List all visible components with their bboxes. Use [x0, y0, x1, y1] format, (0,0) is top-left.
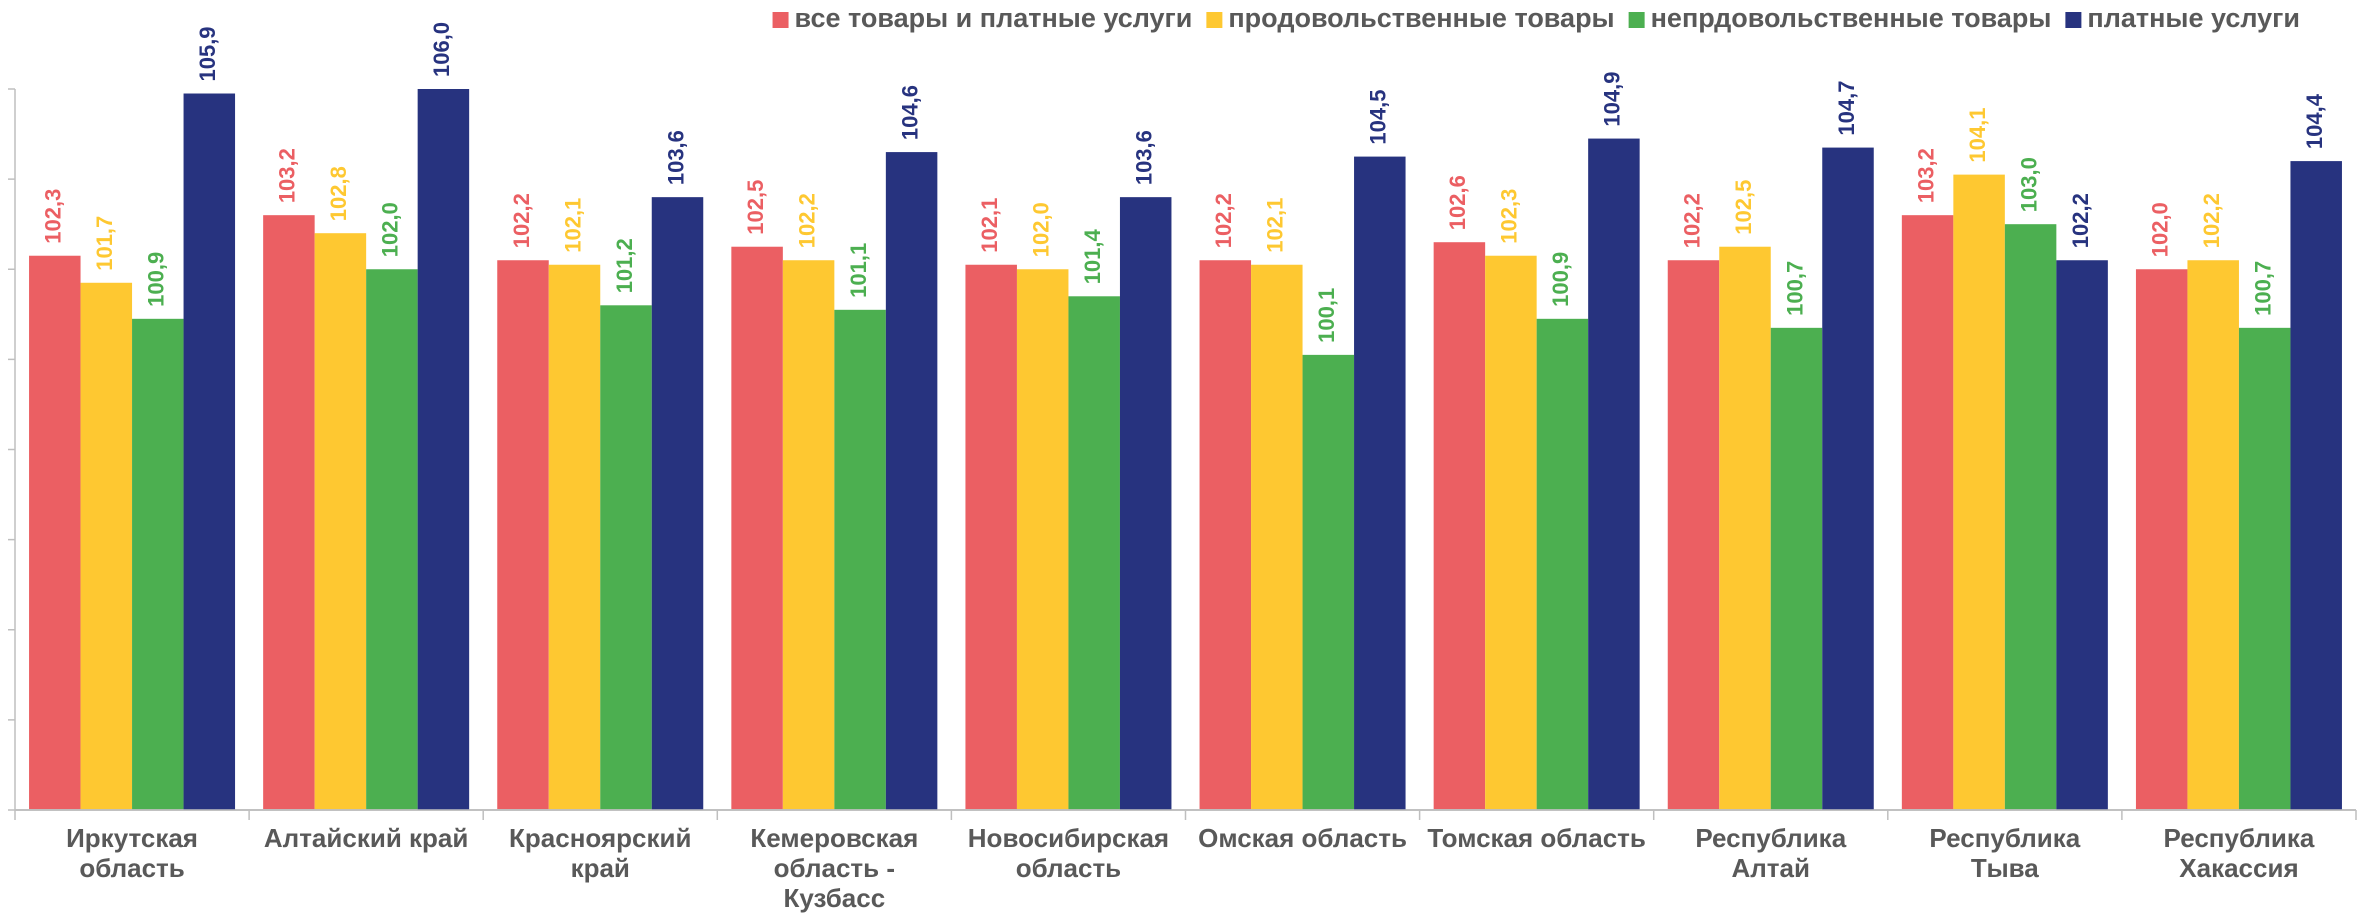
data-label: 100,9: [1548, 252, 1573, 307]
data-label: 102,2: [509, 193, 534, 248]
x-tick-label: Иркутская область: [66, 823, 198, 883]
x-tick-label: Кемеровская область -Кузбасс: [750, 823, 918, 913]
data-label: 100,9: [144, 252, 169, 307]
bar: [1485, 255, 1537, 810]
bar: [1588, 138, 1640, 811]
bar: [1433, 242, 1486, 810]
legend-swatch: [1206, 12, 1223, 28]
data-label: 102,5: [1731, 180, 1756, 235]
x-tick-label: Томская область: [1427, 823, 1645, 853]
bar: [651, 197, 704, 810]
bar: [1354, 156, 1406, 810]
data-label: 102,2: [2199, 193, 2224, 248]
data-label: 102,2: [2068, 193, 2093, 248]
x-tick-label: Алтайский край: [264, 823, 468, 853]
bar: [1251, 264, 1303, 810]
data-label: 102,0: [378, 202, 403, 257]
data-label: 100,7: [1782, 261, 1807, 316]
data-label: 104,7: [1834, 81, 1859, 136]
data-label: 101,2: [612, 238, 637, 293]
data-label: 100,7: [2251, 261, 2276, 316]
bar: [2004, 224, 2057, 810]
bar: [2187, 260, 2239, 810]
x-tick-label: Республика Тыва: [1929, 823, 2080, 883]
data-label: 102,5: [743, 180, 768, 235]
bar: [2135, 269, 2188, 810]
x-tick-label: Республика Алтай: [1695, 823, 1846, 883]
legend-label: платные услуги: [2087, 3, 2300, 33]
x-tick-label: Омская область: [1198, 823, 1407, 853]
bar: [2238, 327, 2291, 810]
bar: [183, 93, 236, 811]
data-label: 102,1: [560, 198, 585, 253]
data-label: 104,4: [2302, 93, 2327, 149]
bar: [1302, 354, 1355, 810]
bar: [1016, 269, 1069, 810]
data-label: 102,0: [2148, 202, 2173, 257]
legend-label: все товары и платные услуги: [795, 3, 1193, 33]
data-label: 102,3: [41, 189, 66, 244]
bar: [731, 246, 783, 810]
data-label: 104,1: [1965, 108, 1990, 163]
bar: [1822, 147, 1874, 811]
bar: [2056, 260, 2108, 810]
legend-swatch: [1628, 12, 1645, 28]
bar: [417, 89, 470, 810]
bar: [600, 305, 652, 810]
bar: [1119, 197, 1172, 810]
bar: [1901, 215, 1954, 811]
bar: [1068, 296, 1120, 811]
bar: [1199, 260, 1252, 810]
data-label: 102,0: [1029, 202, 1054, 257]
data-label: 104,6: [897, 85, 922, 140]
data-label: 103,6: [1132, 130, 1157, 185]
data-label: 102,2: [1211, 193, 1236, 248]
bar: [366, 269, 418, 810]
data-label: 103,6: [663, 130, 688, 185]
data-label: 100,1: [1314, 288, 1339, 343]
bar: [29, 255, 81, 810]
bar: [1953, 174, 2005, 810]
data-label: 102,6: [1445, 175, 1470, 230]
data-label: 106,0: [429, 22, 454, 77]
bar: [834, 309, 886, 810]
data-label: 103,2: [275, 148, 300, 203]
data-label: 102,2: [1679, 193, 1704, 248]
bar: [263, 215, 315, 811]
data-label: 104,9: [1600, 72, 1625, 127]
bar: [1667, 260, 1720, 810]
data-label: 105,9: [195, 26, 220, 81]
legend-swatch: [2065, 12, 2082, 28]
bar: [314, 233, 367, 810]
legend-swatch: [772, 12, 789, 28]
data-label: 101,7: [92, 216, 117, 271]
data-label: 101,4: [1080, 228, 1105, 284]
x-tick-label: Красноярский край: [509, 823, 691, 883]
data-label: 102,8: [326, 166, 351, 221]
data-label: 102,1: [977, 198, 1002, 253]
data-label: 103,2: [1913, 148, 1938, 203]
bar: [497, 260, 549, 810]
bar: [965, 264, 1017, 810]
data-label: 102,2: [794, 193, 819, 248]
bar: [1770, 327, 1823, 810]
legend-label: продовольственные товары: [1228, 3, 1614, 33]
bar: [80, 282, 133, 810]
data-label: 102,3: [1497, 189, 1522, 244]
data-label: 103,0: [2016, 157, 2041, 212]
bar: [1719, 246, 1771, 810]
bar: [132, 318, 184, 810]
bar: [885, 152, 938, 810]
data-label: 102,1: [1263, 198, 1288, 253]
data-label: 104,5: [1366, 90, 1391, 145]
bar: [548, 264, 601, 810]
x-tick-label: Новосибирская область: [968, 823, 1169, 883]
bar: [782, 260, 835, 810]
legend-label: непрдовольственные товары: [1651, 3, 2052, 33]
bar: [2290, 161, 2342, 811]
x-tick-label: Республика Хакассия: [2164, 823, 2315, 883]
data-label: 101,1: [846, 243, 871, 298]
bar: [1536, 318, 1589, 810]
